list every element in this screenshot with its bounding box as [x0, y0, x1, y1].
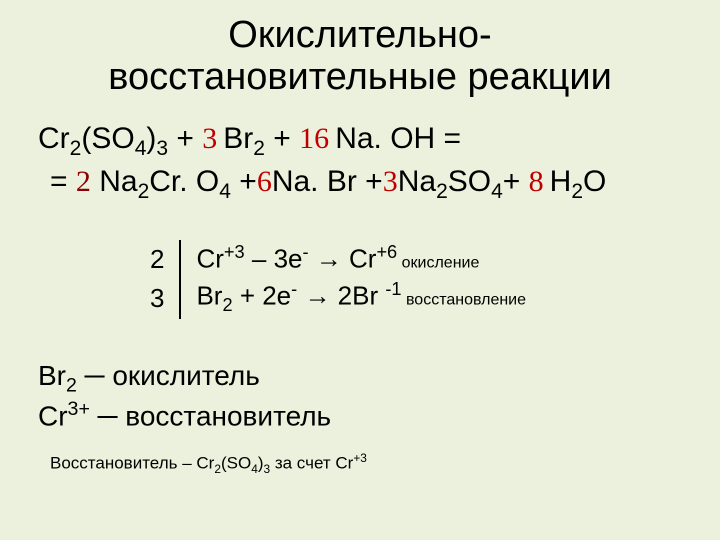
reactant-3: Na. OH: [335, 122, 435, 155]
half-reaction-lines: Cr+3 – 3e- → Cr+6 окисление Br2 + 2e- → …: [196, 240, 526, 318]
product-4: H2O: [550, 165, 607, 198]
product-1: Na2Cr. O4: [99, 165, 231, 198]
coef-r2: 3: [202, 122, 217, 155]
product-3: Na2SO4: [398, 165, 503, 198]
half-reaction-coefs: 2 3: [150, 240, 181, 318]
oxidation-label: окисление: [397, 255, 479, 272]
coef-p1: 2: [76, 165, 91, 198]
chemical-equation: Cr2(SO4)3 + 3 Br2 + 16 Na. OH = = 2 Na2C…: [30, 119, 690, 206]
reduction-label: восстановление: [402, 292, 526, 309]
coef-p3: 3: [383, 165, 398, 198]
oxidizer-line: Br2 ─ окислитель: [38, 359, 690, 398]
hr-coef-1: 2: [150, 244, 164, 275]
hr-coef-2: 3: [150, 283, 164, 314]
coef-p4: 8: [529, 165, 544, 198]
half-reaction-reduction: Br2 + 2e- → 2Br -1 восстановление: [196, 277, 526, 318]
half-reactions: 2 3 Cr+3 – 3e- → Cr+6 окисление Br2 + 2e…: [150, 240, 690, 318]
title-line-1: Окислительно-: [228, 14, 491, 56]
footnote: Восстановитель – Cr2(SO4)3 за счет Cr+3: [50, 451, 690, 476]
reactant-2: Br2: [223, 122, 265, 155]
title-line-2: восстановительные реакции: [108, 56, 612, 98]
coef-r3: 16: [299, 122, 329, 155]
reducer-line: Cr3+ ─ восстановитель: [38, 398, 690, 433]
equation-line-1: Cr2(SO4)3 + 3 Br2 + 16 Na. OH =: [38, 119, 690, 162]
equation-line-2: = 2 Na2Cr. O4 +6Na. Br +3Na2SO4+ 8 H2O: [50, 162, 690, 205]
redox-roles: Br2 ─ окислитель Cr3+ ─ восстановитель: [38, 359, 690, 433]
coef-p2: 6: [257, 165, 272, 198]
product-2: Na. Br: [272, 165, 357, 198]
half-reaction-oxidation: Cr+3 – 3e- → Cr+6 окисление: [196, 240, 526, 277]
page-title: Окислительно- восстановительные реакции: [30, 15, 690, 99]
reactant-1: Cr2(SO4)3: [38, 122, 168, 155]
